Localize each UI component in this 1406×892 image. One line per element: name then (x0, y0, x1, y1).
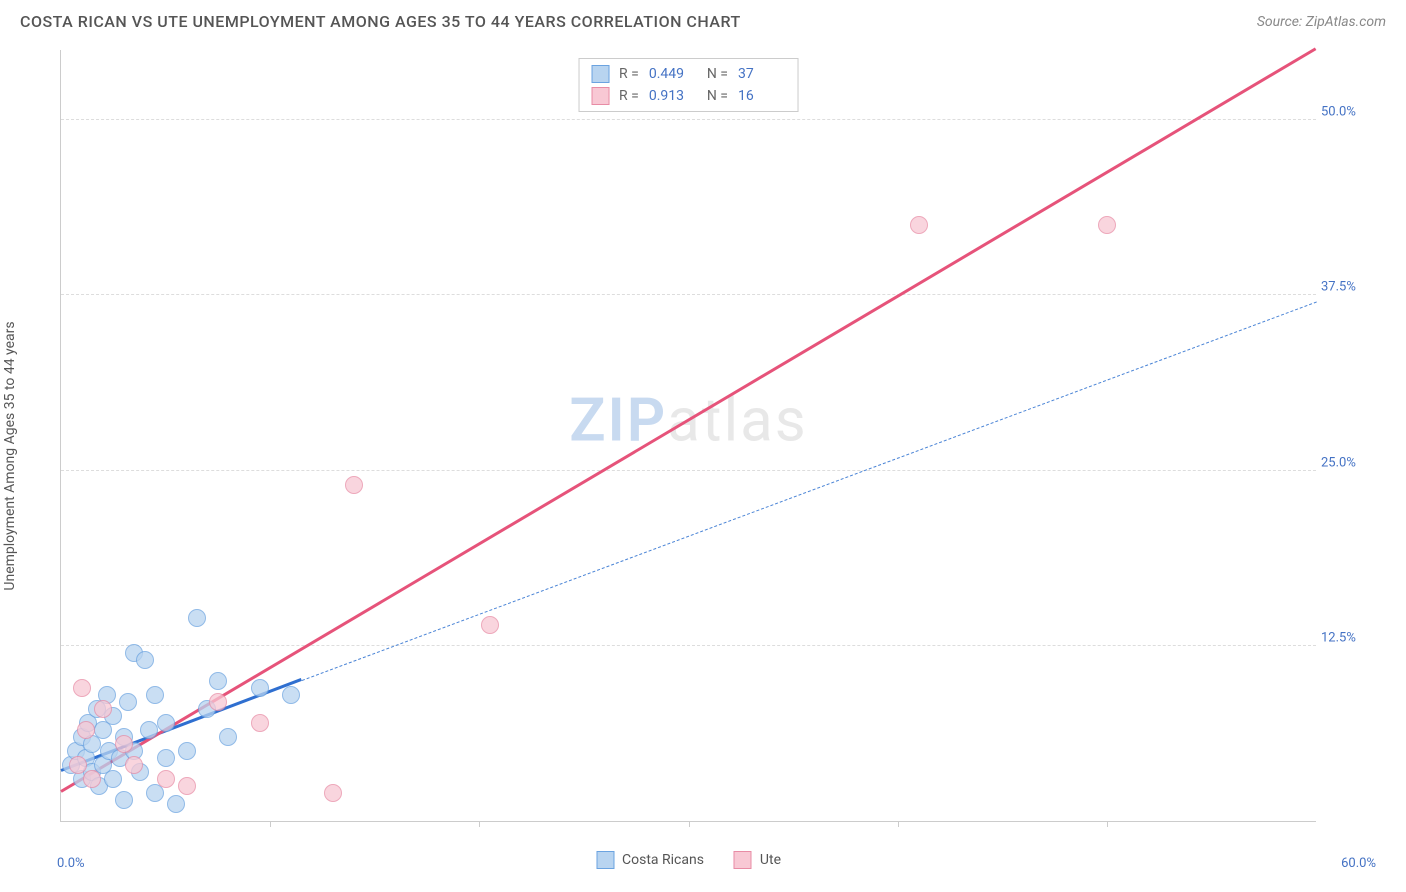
data-point (1098, 216, 1116, 234)
data-point (178, 742, 196, 760)
legend-label: Ute (760, 852, 781, 868)
stats-box: R = 0.449 N = 37 R = 0.913 N = 16 (578, 58, 799, 112)
n-value: 37 (738, 66, 786, 82)
data-point (115, 791, 133, 809)
fit-line (60, 47, 1317, 793)
stats-row: R = 0.449 N = 37 (591, 63, 786, 85)
x-tick-mark (479, 821, 480, 827)
data-point (104, 770, 122, 788)
n-label: N = (707, 66, 728, 82)
gridline (61, 119, 1316, 120)
data-point (188, 609, 206, 627)
chart-container: Unemployment Among Ages 35 to 44 years Z… (20, 40, 1386, 872)
data-point (157, 770, 175, 788)
plot-area: ZIPatlas R =0.449N =37R =0.913N =16 Cost… (60, 50, 1316, 822)
x-max-label: 60.0% (1341, 856, 1376, 871)
data-point (157, 714, 175, 732)
y-axis-label: Unemployment Among Ages 35 to 44 years (2, 321, 18, 590)
legend-label: Costa Ricans (622, 852, 704, 868)
x-origin-label: 0.0% (57, 856, 85, 871)
gridline (61, 645, 1316, 646)
r-label: R = (619, 66, 639, 82)
data-point (157, 749, 175, 767)
data-point (119, 693, 137, 711)
n-value: 16 (738, 88, 786, 104)
data-point (94, 700, 112, 718)
data-point (125, 756, 143, 774)
data-point (345, 476, 363, 494)
data-point (73, 679, 91, 697)
source-attribution: Source: ZipAtlas.com (1257, 14, 1386, 30)
x-tick-mark (270, 821, 271, 827)
data-point (219, 728, 237, 746)
data-point (209, 693, 227, 711)
x-tick-mark (689, 821, 690, 827)
data-point (115, 735, 133, 753)
x-tick-mark (1107, 821, 1108, 827)
series-swatch (591, 87, 609, 105)
x-tick-mark (898, 821, 899, 827)
r-value: 0.913 (649, 88, 697, 104)
series-swatch (591, 65, 609, 83)
data-point (146, 686, 164, 704)
legend-swatch (596, 851, 614, 869)
watermark-part1: ZIP (569, 385, 667, 456)
data-point (209, 672, 227, 690)
y-tick-label: 25.0% (1321, 455, 1376, 470)
legend: Costa Ricans Ute (596, 851, 781, 869)
data-point (140, 721, 158, 739)
r-value: 0.449 (649, 66, 697, 82)
legend-swatch (734, 851, 752, 869)
legend-item: Costa Ricans (596, 851, 704, 869)
y-tick-label: 37.5% (1321, 280, 1376, 295)
data-point (910, 216, 928, 234)
data-point (251, 679, 269, 697)
gridline (61, 470, 1316, 471)
data-point (251, 714, 269, 732)
fit-line-dashed (301, 301, 1316, 680)
stats-row: R = 0.913 N = 16 (591, 85, 786, 107)
data-point (178, 777, 196, 795)
chart-title: COSTA RICAN VS UTE UNEMPLOYMENT AMONG AG… (20, 12, 741, 31)
data-point (83, 770, 101, 788)
n-label: N = (707, 88, 728, 104)
legend-item: Ute (734, 851, 781, 869)
data-point (167, 795, 185, 813)
data-point (136, 651, 154, 669)
data-point (282, 686, 300, 704)
data-point (69, 756, 87, 774)
r-label: R = (619, 88, 639, 104)
y-tick-label: 50.0% (1321, 105, 1376, 120)
data-point (77, 721, 95, 739)
y-tick-label: 12.5% (1321, 630, 1376, 645)
data-point (481, 616, 499, 634)
data-point (324, 784, 342, 802)
gridline (61, 294, 1316, 295)
